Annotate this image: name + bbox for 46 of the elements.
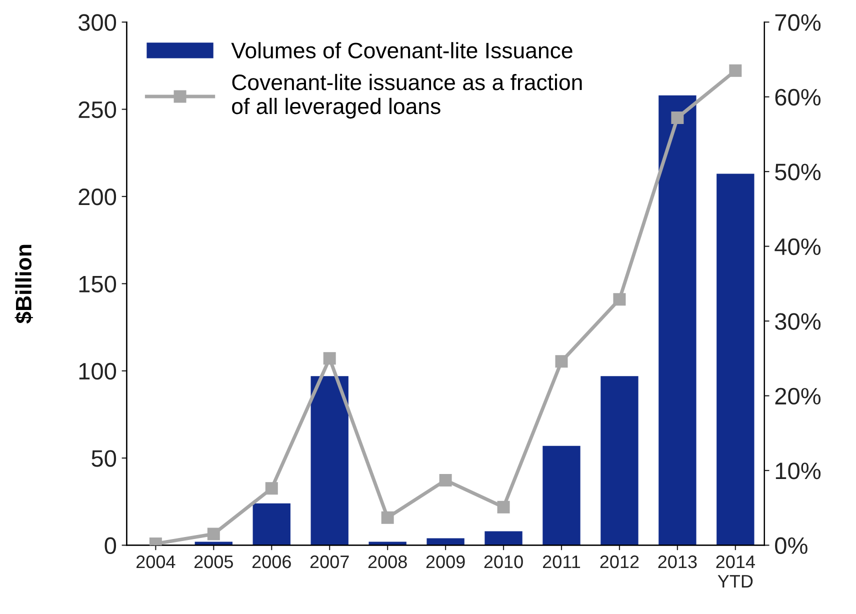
x-tick-label: 2011: [542, 555, 580, 568]
y-tick-label: 50: [92, 450, 116, 467]
point: [729, 64, 742, 77]
y-tick-label: 250: [78, 101, 116, 118]
x-tick-label: 2014 YTD: [716, 555, 755, 588]
point: [497, 500, 510, 514]
x-tick-label: 2013: [658, 555, 697, 568]
y-tick-label: 200: [78, 188, 116, 206]
point: [555, 355, 568, 368]
y-tick-label: 300: [78, 14, 116, 31]
x-tick-label: 2004: [136, 555, 176, 568]
y2-tick-label: 50%: [775, 164, 821, 180]
point: [207, 528, 220, 540]
y-tick-label: 150: [79, 276, 116, 292]
bar: [252, 503, 290, 546]
x-tick-label: 2006: [252, 555, 291, 568]
y2-tick-label: 40%: [774, 238, 821, 256]
point: [613, 293, 626, 306]
y-axis-title: $Billion: [14, 244, 33, 324]
x-tick-label: 2005: [194, 555, 233, 568]
y2-tick-label: 60%: [775, 88, 821, 106]
x-tick-label: 2009: [426, 555, 465, 568]
bar: [542, 446, 580, 546]
x-tick-label: 2012: [600, 555, 639, 568]
bar: [600, 376, 638, 546]
y-tick-label: 0: [104, 537, 116, 554]
bar: [658, 95, 696, 546]
point: [671, 112, 684, 124]
legend-label: Covenant-lite issuance as a fraction of all leveraged loans: [232, 74, 582, 119]
x-tick-label: 2010: [484, 555, 523, 568]
y2-tick-label: 30%: [775, 313, 821, 330]
y2-tick-label: 20%: [775, 388, 821, 405]
point: [323, 352, 336, 365]
y2-tick-label: 70%: [775, 14, 821, 31]
bar: [716, 174, 754, 546]
x-tick-label: 2007: [310, 555, 349, 568]
point: [381, 511, 394, 524]
y2-tick-label: 10%: [776, 462, 821, 480]
x-tick-label: 2008: [368, 555, 407, 568]
point: [439, 474, 452, 486]
bar: [310, 376, 348, 546]
legend-label: Volumes of Covenant-lite Issuance: [231, 42, 572, 58]
y-tick-label: 100: [79, 362, 116, 380]
y2-tick-label: 0%: [775, 537, 808, 554]
bar: [484, 531, 522, 546]
point: [265, 482, 278, 495]
